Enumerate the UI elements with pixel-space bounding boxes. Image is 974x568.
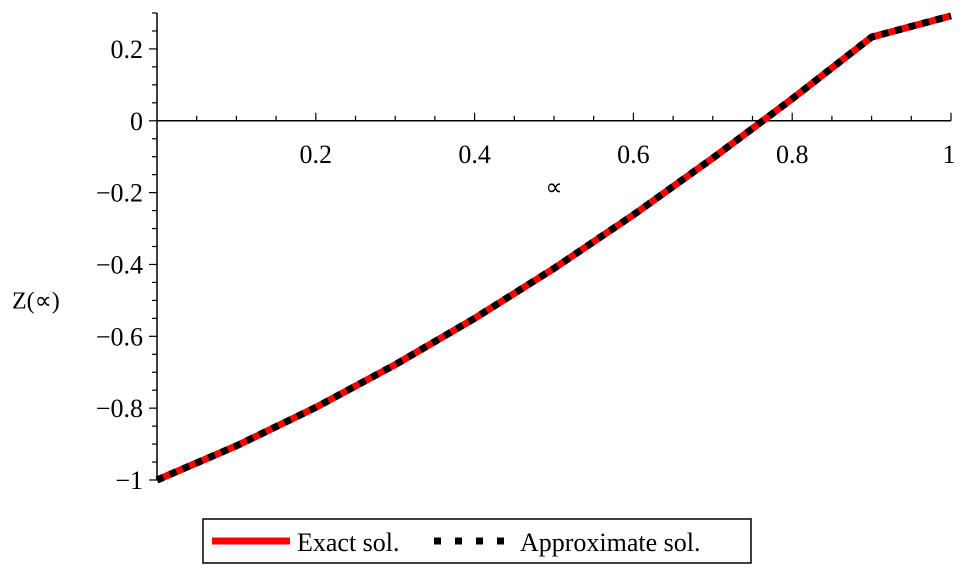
legend: Exact sol. Approximate sol. xyxy=(202,518,752,564)
x-tick-label: 0.6 xyxy=(617,140,650,169)
x-tick-label: 0.4 xyxy=(458,140,491,169)
series-layer xyxy=(155,12,952,484)
x-tick-label: 0.8 xyxy=(776,140,809,169)
axes xyxy=(156,13,951,480)
y-tick-label: −0.6 xyxy=(96,322,143,351)
x-axis-label: ∝ xyxy=(545,175,562,201)
x-tick-label: 1 xyxy=(943,140,956,169)
legend-box xyxy=(202,518,752,564)
y-tick-label: −1 xyxy=(115,466,143,495)
y-ticks: 0.2 0 −0.2 −0.4 −0.6 −0.8 −1 xyxy=(96,12,157,495)
y-tick-label: −0.4 xyxy=(96,250,143,279)
y-tick-label: 0.2 xyxy=(111,35,144,64)
legend-label-exact: Exact sol. xyxy=(297,528,400,557)
series-line-approximate xyxy=(155,12,952,484)
x-ticks: 0.2 0.4 0.6 0.8 1 xyxy=(196,112,956,169)
legend-label-approximate: Approximate sol. xyxy=(520,528,701,557)
y-tick-label: 0 xyxy=(130,107,143,136)
y-tick-label: −0.2 xyxy=(96,179,143,208)
y-axis-label: Z(∝) xyxy=(12,288,60,314)
x-tick-label: 0.2 xyxy=(300,140,333,169)
series-line-exact xyxy=(155,12,952,484)
y-tick-label: −0.8 xyxy=(96,394,143,423)
